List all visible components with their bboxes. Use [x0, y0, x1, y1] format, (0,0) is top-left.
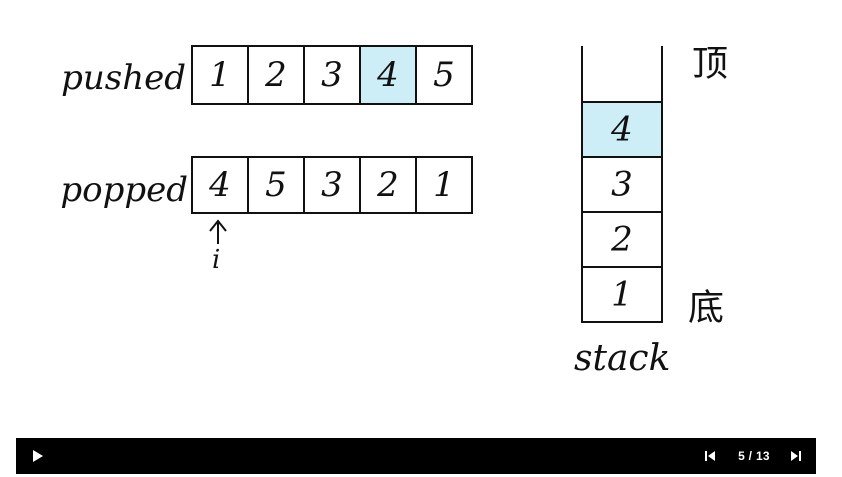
popped-3-value: 2	[376, 165, 399, 205]
stack-label: stack	[574, 338, 670, 379]
pushed-4-cell	[415, 45, 473, 105]
stack-bottom-label: 底	[688, 288, 724, 329]
popped-label: popped	[60, 170, 188, 210]
stack-3-cell	[581, 266, 663, 323]
previous-step-button[interactable]	[698, 438, 722, 474]
pushed-2-value: 3	[321, 55, 343, 95]
pushed-1-value: 2	[264, 55, 287, 95]
pushed-3-value: 4	[376, 55, 399, 95]
pushed-3-cell	[359, 45, 417, 105]
pushed-label: pushed	[61, 58, 186, 98]
slideshow-controls: 5 / 13	[16, 438, 816, 474]
pushed-4-value: 5	[433, 55, 455, 95]
stack-top-label: 顶	[692, 44, 728, 85]
stack-cells: 4 3 2 1	[581, 101, 663, 323]
pointer-arrow-icon	[209, 219, 227, 244]
play-icon	[33, 450, 43, 462]
popped-4-value: 1	[433, 165, 455, 205]
skip-next-icon	[791, 451, 801, 461]
stack-1-value: 3	[611, 165, 633, 205]
popped-4-cell	[415, 156, 473, 214]
stack-0-value: 4	[610, 110, 633, 150]
popped-0-value: 4	[208, 165, 231, 205]
play-button[interactable]	[26, 438, 50, 474]
step-counter: 5 / 13	[738, 449, 770, 463]
popped-2-value: 3	[321, 165, 343, 205]
next-step-button[interactable]	[784, 438, 808, 474]
stack-2-value: 2	[610, 220, 633, 260]
stack-0-cell	[581, 101, 663, 158]
skip-previous-icon	[705, 451, 715, 461]
stack-container	[581, 46, 663, 102]
pointer-label: i	[212, 245, 220, 275]
pushed-0-value: 1	[209, 55, 231, 95]
stack-3-value: 1	[611, 275, 633, 315]
popped-1-value: 5	[265, 165, 287, 205]
